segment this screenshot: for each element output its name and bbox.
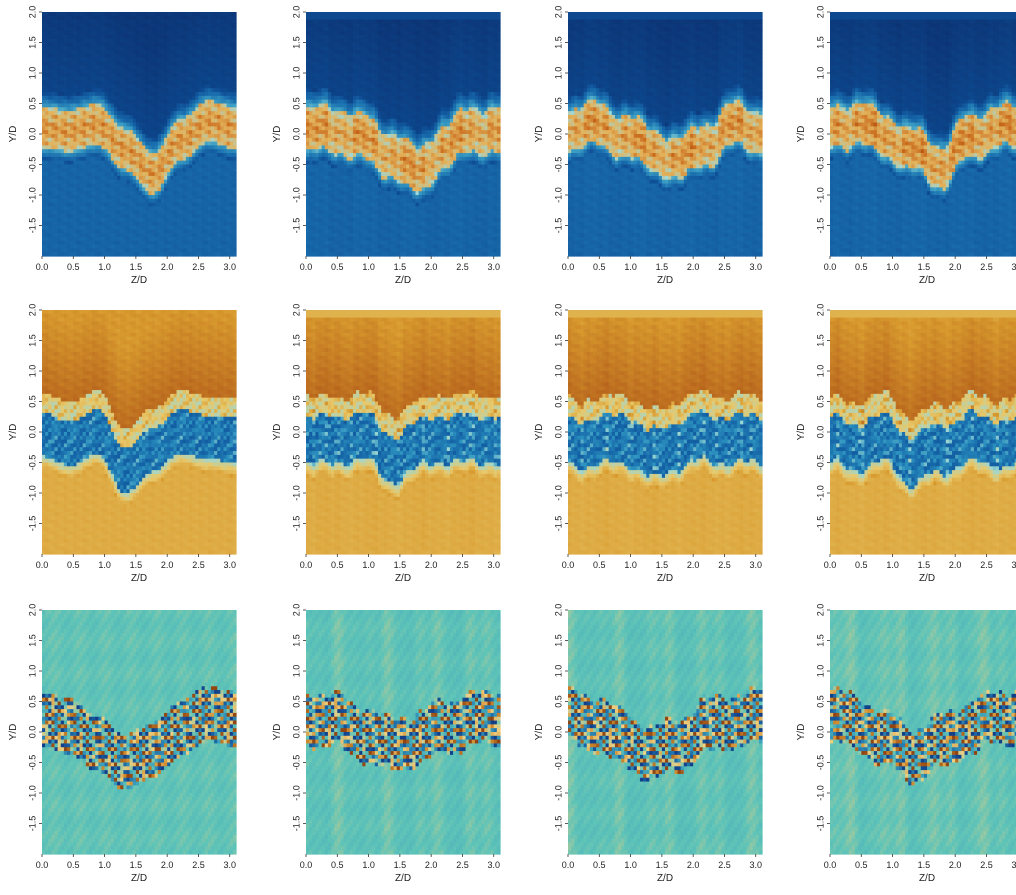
heatmap-cell [233, 81, 237, 85]
heatmap-cell [233, 92, 237, 96]
heatmap-cell [233, 12, 237, 16]
heatmap-cell [233, 43, 237, 47]
heatmap-cell [233, 20, 237, 24]
heatmap-cell [233, 27, 237, 31]
heatmap-cell [233, 123, 237, 127]
heatmap-cell [233, 130, 237, 134]
heatmap-cell [233, 35, 237, 39]
heatmap-cell [233, 100, 237, 104]
heatmap-cell [233, 65, 237, 69]
heatmap-cell [233, 23, 237, 27]
heatmap-cell [233, 107, 237, 111]
heatmap-cell [233, 16, 237, 20]
heatmap-cell [233, 115, 237, 119]
heatmap-cell [233, 126, 237, 130]
heatmap-cell [233, 58, 237, 62]
heatmap-cell [233, 88, 237, 92]
heatmap-cell [233, 54, 237, 58]
heatmap-cell [233, 104, 237, 108]
heatmap-cell [233, 119, 237, 123]
heatmap-cell [233, 73, 237, 77]
heatmap-cell [233, 39, 237, 43]
heatmap-cell [233, 46, 237, 50]
heatmap-cell [233, 62, 237, 66]
heatmap-cell [233, 111, 237, 115]
heatmap-cell [233, 50, 237, 54]
heatmap-panel-r1-c1 [42, 12, 237, 257]
heatmap-cell [233, 96, 237, 100]
heatmap-cell [233, 77, 237, 81]
heatmap-cell [233, 69, 237, 73]
heatmap-cell [233, 31, 237, 35]
heatmap-cell [233, 84, 237, 88]
